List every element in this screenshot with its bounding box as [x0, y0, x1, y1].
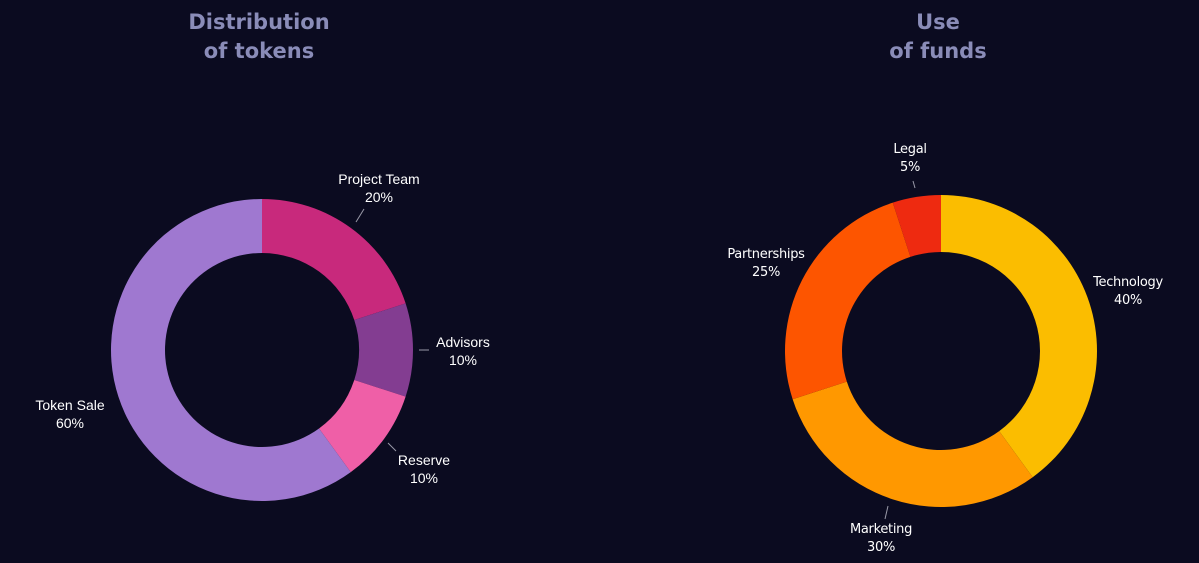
leader-line — [884, 505, 889, 520]
slice-label-name: Reserve — [398, 452, 450, 468]
slice-label-value: 25% — [752, 265, 780, 280]
donut-slice-token-sale — [110, 199, 351, 502]
chart-title-line: Use — [916, 10, 960, 34]
chart-title-line: Distribution — [188, 10, 330, 34]
slice-label-value: 10% — [449, 352, 477, 368]
slice-label-name: Marketing — [850, 522, 912, 537]
slice-label: Token Sale 60% — [35, 397, 104, 431]
donut-slice-reserve — [319, 379, 406, 473]
slice-label: Reserve 10% — [398, 452, 450, 486]
donut-slice-project-team — [262, 199, 406, 321]
leader-line — [355, 208, 365, 223]
slice-label-value: 10% — [410, 470, 438, 486]
slice-label: Partnerships 25% — [727, 247, 805, 280]
chart-title-line: of tokens — [203, 39, 315, 63]
slice-label-name: Legal — [893, 142, 926, 157]
slice-label-name: Partnerships — [727, 247, 805, 262]
slice-label: Advisors 10% — [436, 334, 490, 368]
slice-label: Legal 5% — [893, 142, 926, 175]
slice-label-name: Advisors — [436, 334, 490, 350]
leader-line — [387, 442, 397, 452]
slice-label-value: 60% — [56, 415, 84, 431]
donut-slice-partnerships — [785, 202, 911, 400]
slice-label: Project Team 20% — [338, 171, 419, 205]
slice-label-value: 40% — [1114, 293, 1142, 308]
donut-slice-technology — [941, 195, 1097, 478]
chart-title-use-of-funds: Use of funds — [788, 8, 1088, 66]
slice-label-value: 20% — [365, 189, 393, 205]
slice-label: Marketing 30% — [850, 522, 912, 555]
donut-chart-use-of-funds: Technology 40% Marketing 30% Partnerships 25%… — [727, 142, 1163, 555]
donut-slice-marketing — [792, 381, 1033, 507]
chart-title-distribution: Distribution of tokens — [109, 8, 409, 66]
slice-label-name: Token Sale — [35, 397, 104, 413]
donut-slice-legal — [892, 195, 941, 257]
donut-slice-advisors — [354, 303, 414, 397]
slice-label-value: 5% — [900, 160, 920, 175]
slice-label-name: Project Team — [338, 171, 419, 187]
donut-chart-token-distribution: Project Team 20% Advisors 10% Reserve 10% Toke… — [35, 171, 490, 502]
leader-line — [912, 180, 916, 189]
slice-label-value: 30% — [867, 540, 895, 555]
slice-label-name: Technology — [1092, 275, 1163, 290]
chart-title-line: of funds — [889, 39, 987, 63]
slice-label: Technology 40% — [1092, 275, 1163, 308]
